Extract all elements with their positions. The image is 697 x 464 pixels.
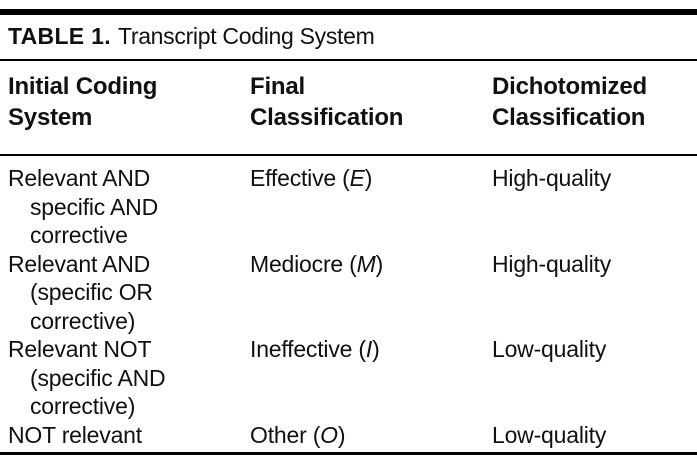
cell-line: Relevant AND [8,165,151,191]
cell-line: (specific AND [30,364,166,391]
column-header-dichotomized-classification: Dichotomized Classification [492,71,697,133]
final-label: Ineffective ( [250,336,366,362]
dichotomized-cell: Low-quality [492,421,607,448]
table-caption: TABLE 1. Transcript Coding System [8,21,689,51]
final-code-letter: M [356,250,376,277]
final-label-close: ) [372,336,380,362]
final-label: Mediocre ( [250,250,357,277]
final-label-close: ) [337,421,346,448]
header-line: Classification [492,104,646,131]
table-row: Relevant AND specific AND corrective Eff… [8,164,697,250]
final-code-letter: E [349,165,365,191]
top-rule [0,9,697,15]
caption-divider-rule [0,59,697,61]
table-title: Transcript Coding System [117,23,375,49]
initial-coding-cell: Relevant AND specific AND corrective [8,164,250,250]
column-header-final-classification: Final Classification [250,71,492,133]
header-divider-rule [0,154,697,156]
dichotomized-cell: High-quality [492,250,612,277]
final-label: Effective ( [250,165,350,191]
table-number-label: TABLE 1. [8,23,111,49]
final-classification-cell: Mediocre (M) [250,250,492,279]
header-line: Initial Coding [8,73,158,100]
initial-coding-cell: NOT relevant [8,421,250,450]
table-row: Relevant NOT (specific AND corrective) I… [8,335,697,421]
final-label-close: ) [364,165,373,191]
cell-line: Relevant AND [8,250,151,277]
cell-line: specific AND [30,193,158,220]
cell-line: corrective) [30,393,136,419]
initial-coding-cell: Relevant AND (specific OR corrective) [8,250,250,336]
cell-line: (specific OR [30,279,153,305]
bottom-rule [0,452,697,455]
cell-line: NOT relevant [8,421,142,448]
header-line: Dichotomized [492,73,647,100]
header-line: System [8,104,93,131]
final-label: Other ( [250,421,321,448]
dichotomized-cell: Low-quality [492,336,607,362]
table-row: NOT relevant Other (O) Low-quality [8,421,697,450]
cell-line: corrective) [30,307,136,334]
cell-line: corrective [30,222,128,248]
table-body: Relevant AND specific AND corrective Eff… [0,156,697,449]
table-row: Relevant AND (specific OR corrective) Me… [8,250,697,336]
header-line: Classification [250,104,404,131]
initial-coding-cell: Relevant NOT (specific AND corrective) [8,335,250,421]
dichotomized-cell: High-quality [492,165,612,191]
final-code-letter: O [320,421,338,448]
column-header-initial-coding-system: Initial Coding System [8,71,250,133]
header-line: Final [250,73,306,100]
cell-line: Relevant NOT [8,336,152,362]
final-classification-cell: Other (O) [250,421,492,450]
final-classification-cell: Ineffective (I) [250,335,492,364]
final-code-letter: I [365,336,373,362]
final-label-close: ) [375,250,384,277]
table-header-row: Initial Coding System Final Classificati… [0,61,697,154]
final-classification-cell: Effective (E) [250,164,492,193]
